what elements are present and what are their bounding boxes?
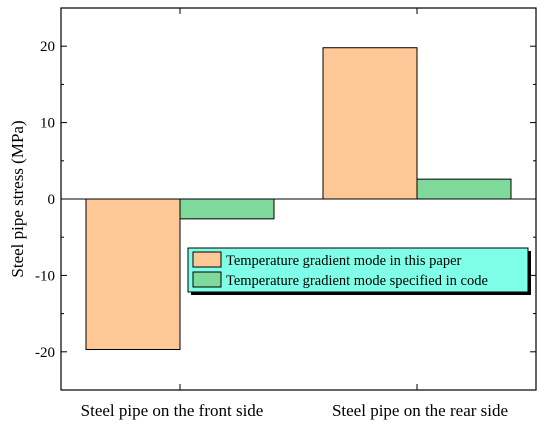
x-tick-labels: Steel pipe on the front side Steel pipe o…: [81, 8, 508, 420]
bar-series1-cat2: [322, 47, 418, 200]
y-tick-label: 0: [48, 192, 56, 208]
legend-swatch-1: [192, 251, 222, 268]
legend-swatch-2: [192, 271, 222, 288]
y-tick-label: 20: [40, 39, 55, 55]
bars: [85, 47, 512, 351]
axes: -20 -10 0 10 20: [35, 7, 537, 391]
bar-series2-cat2: [416, 178, 512, 200]
y-tick-label: -10: [35, 268, 55, 284]
legend-label-2: Temperature gradient mode specified in c…: [226, 273, 488, 289]
legend-label-1: Temperature gradient mode in this paper: [226, 253, 461, 269]
legend-box: [187, 247, 529, 293]
x-tick-label: Steel pipe on the rear side: [332, 401, 508, 420]
y-tick-label: 10: [40, 116, 55, 132]
y-axis-label: Steel pipe stress (MPa): [8, 120, 27, 277]
x-tick-label: Steel pipe on the front side: [81, 401, 264, 420]
y-tick-label: -20: [35, 345, 55, 361]
legend: Temperature gradient mode in this paper T…: [187, 247, 531, 295]
bar-series1-cat1: [85, 198, 181, 351]
bar-series2-cat1: [179, 198, 275, 220]
